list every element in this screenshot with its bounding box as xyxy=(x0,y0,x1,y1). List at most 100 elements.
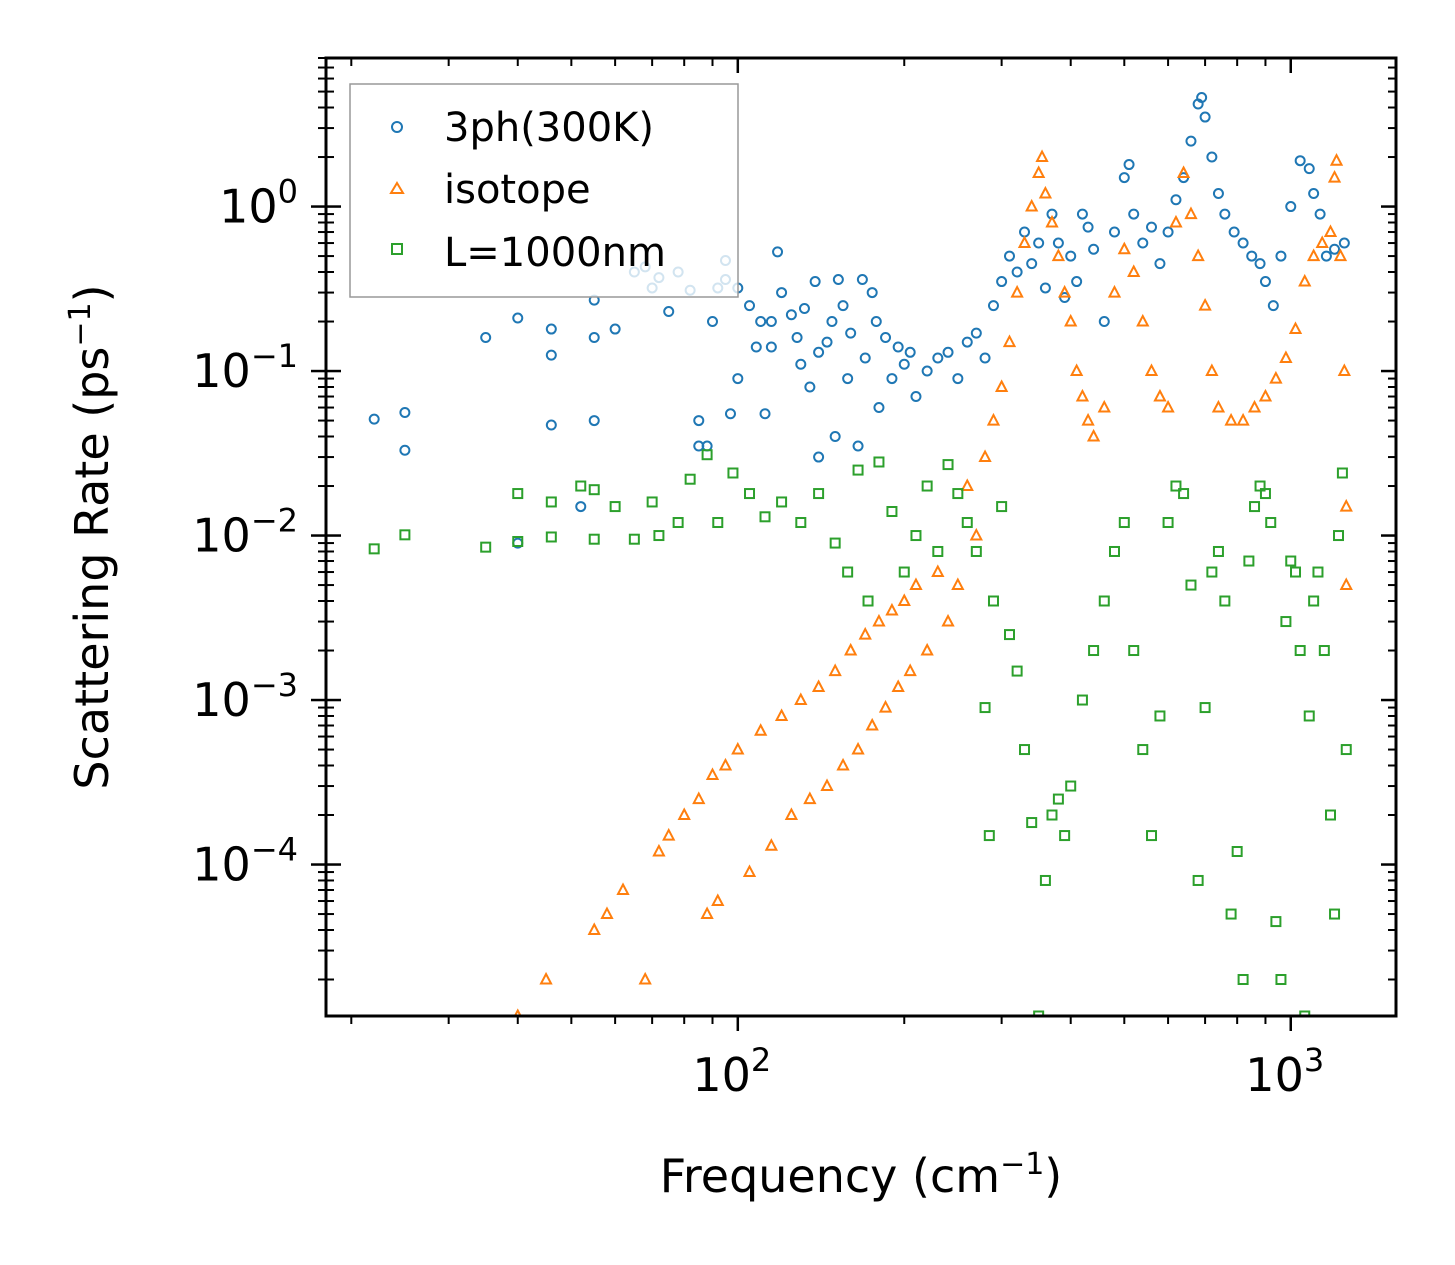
data-point-1-51 xyxy=(1035,149,1049,163)
data-point-2-55 xyxy=(1108,545,1120,557)
data-point-0-49 xyxy=(829,431,841,443)
data-point-0-29 xyxy=(732,373,744,385)
data-point-1-5 xyxy=(638,971,652,985)
data-point-1-57 xyxy=(1069,363,1084,377)
data-point-1-75 xyxy=(1211,399,1226,413)
data-point-2-85 xyxy=(1303,710,1315,722)
x-tick-base: 10 xyxy=(692,1048,751,1102)
data-point-1-28 xyxy=(858,626,872,640)
data-point-0-9 xyxy=(575,501,587,513)
data-point-0-54 xyxy=(852,440,864,452)
data-point-0-88 xyxy=(1088,243,1100,255)
data-point-1-77 xyxy=(1236,412,1250,426)
data-point-1-36 xyxy=(909,577,923,591)
data-point-1-73 xyxy=(1198,297,1212,311)
data-point-2-81 xyxy=(1285,555,1297,567)
data-point-1-25 xyxy=(836,757,850,771)
data-point-2-4 xyxy=(512,535,524,547)
data-point-2-90 xyxy=(1329,908,1341,920)
data-point-0-18 xyxy=(663,306,675,318)
data-point-0-56 xyxy=(859,352,871,364)
data-point-0-97 xyxy=(1162,226,1174,238)
data-point-1-59 xyxy=(1081,412,1095,426)
data-point-2-66 xyxy=(1199,702,1211,714)
data-point-2-0 xyxy=(368,543,380,555)
data-point-0-3 xyxy=(480,331,492,343)
data-point-2-40 xyxy=(987,595,999,607)
data-point-0-94 xyxy=(1137,237,1149,249)
legend-marker-l1000nm xyxy=(391,243,403,255)
data-point-2-89 xyxy=(1325,809,1337,821)
data-point-1-89 xyxy=(1333,248,1348,262)
x-tick-exp: 2 xyxy=(751,1041,771,1079)
data-point-1-50 xyxy=(1031,165,1046,178)
data-point-2-12 xyxy=(646,496,658,508)
y-tick-base: 10 xyxy=(192,509,251,563)
y-axis-label-text: Scattering Rate (ps xyxy=(65,347,119,790)
data-point-0-92 xyxy=(1123,159,1135,171)
data-point-0-47 xyxy=(821,336,833,348)
data-point-0-4 xyxy=(512,312,524,324)
data-point-1-74 xyxy=(1205,363,1219,377)
data-point-2-92 xyxy=(1336,467,1348,479)
data-point-2-44 xyxy=(1019,744,1031,756)
data-point-1-14 xyxy=(731,741,745,755)
data-point-0-112 xyxy=(1267,300,1279,312)
y-tick-exp: 0 xyxy=(278,173,298,211)
data-point-1-90 xyxy=(1337,363,1351,377)
data-point-2-83 xyxy=(1294,645,1306,657)
data-point-2-64 xyxy=(1185,579,1197,591)
data-point-1-91 xyxy=(1339,498,1353,512)
data-point-1-69 xyxy=(1169,214,1183,228)
data-point-1-86 xyxy=(1323,224,1338,238)
data-point-0-35 xyxy=(765,316,777,328)
data-point-2-86 xyxy=(1308,595,1320,607)
data-point-2-7 xyxy=(575,480,587,492)
data-point-2-58 xyxy=(1137,744,1149,756)
data-point-1-84 xyxy=(1306,248,1321,262)
data-point-2-62 xyxy=(1170,480,1182,492)
data-point-2-73 xyxy=(1243,555,1255,567)
data-point-0-37 xyxy=(772,246,784,258)
y-tick-base: 10 xyxy=(192,673,251,727)
series-1 xyxy=(513,149,1353,1016)
data-point-2-53 xyxy=(1088,645,1100,657)
data-point-1-39 xyxy=(941,613,955,627)
y-tick-base: 10 xyxy=(192,838,251,892)
data-point-2-80 xyxy=(1280,616,1292,628)
data-point-2-43 xyxy=(1011,665,1023,677)
y-tick-exp: −1 xyxy=(251,337,298,375)
data-point-1-26 xyxy=(844,642,858,656)
data-point-0-63 xyxy=(898,358,910,370)
data-point-1-54 xyxy=(1051,248,1066,262)
data-point-2-61 xyxy=(1162,517,1174,529)
y-tick-label: 10−3 xyxy=(192,666,298,727)
data-point-1-15 xyxy=(742,864,757,878)
data-point-0-108 xyxy=(1237,237,1249,249)
data-point-0-48 xyxy=(826,316,838,328)
data-point-2-18 xyxy=(727,467,739,479)
data-point-1-8 xyxy=(677,807,691,821)
data-point-2-2 xyxy=(480,541,492,553)
data-point-2-16 xyxy=(701,449,713,461)
data-point-2-93 xyxy=(1340,744,1352,756)
data-point-0-28 xyxy=(724,408,736,420)
data-point-0-70 xyxy=(961,336,973,348)
data-point-1-11 xyxy=(705,767,720,781)
data-point-1-33 xyxy=(891,679,905,693)
data-point-0-53 xyxy=(845,327,857,339)
data-point-1-63 xyxy=(1117,241,1131,255)
data-point-0-0 xyxy=(368,413,380,425)
data-point-2-19 xyxy=(744,488,756,500)
data-point-0-100 xyxy=(1185,135,1197,147)
data-point-1-34 xyxy=(897,593,911,607)
data-point-0-106 xyxy=(1219,208,1231,220)
data-point-0-61 xyxy=(886,373,898,385)
data-point-0-13 xyxy=(609,323,621,335)
data-point-0-114 xyxy=(1285,201,1297,213)
x-tick-exp: 3 xyxy=(1304,1041,1324,1079)
data-point-2-27 xyxy=(862,595,874,607)
data-point-0-121 xyxy=(1338,237,1350,249)
